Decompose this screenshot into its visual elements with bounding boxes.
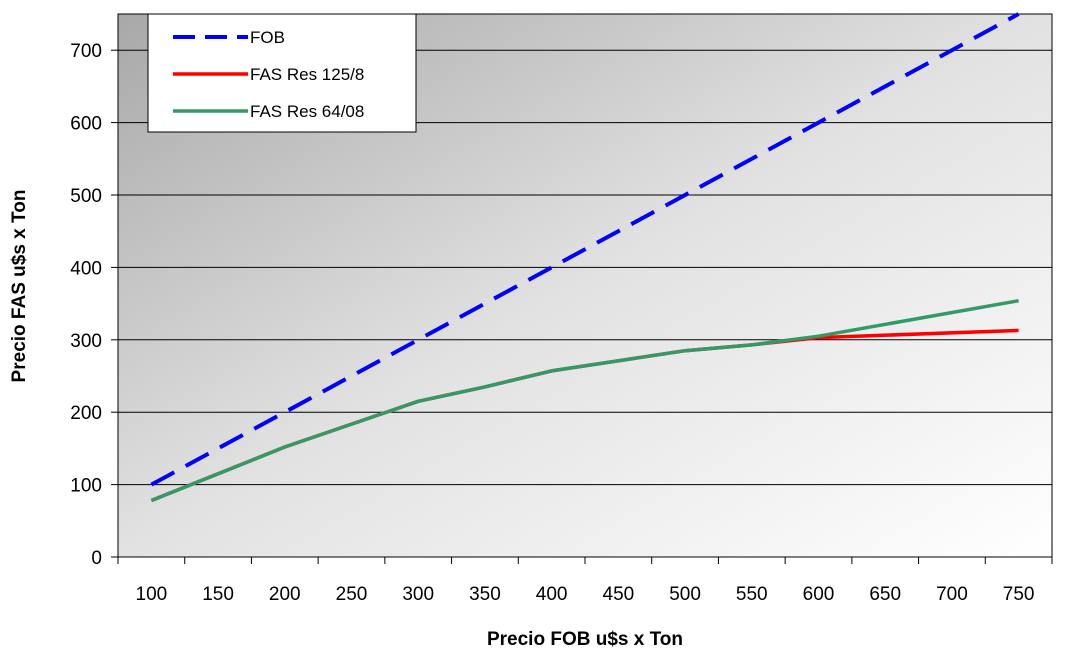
x-axis-title: Precio FOB u$s x Ton <box>487 629 683 650</box>
x-tick-label: 300 <box>402 584 434 605</box>
y-tick-label: 200 <box>70 403 102 424</box>
x-tick-label: 500 <box>669 584 701 605</box>
x-tick-label: 750 <box>1003 584 1035 605</box>
x-tick-label: 400 <box>536 584 568 605</box>
y-tick-label: 500 <box>70 186 102 207</box>
x-tick-label: 700 <box>936 584 968 605</box>
x-tick-label: 350 <box>469 584 501 605</box>
y-tick-label: 100 <box>70 476 102 497</box>
series-line-fob <box>150 12 1020 487</box>
x-tick-label: 200 <box>269 584 301 605</box>
legend: FOB FAS Res 125/8 FAS Res 64/08 <box>147 13 417 133</box>
x-tick-label: 100 <box>136 584 168 605</box>
legend-label: FOB <box>250 28 285 47</box>
x-tick-label: 150 <box>202 584 234 605</box>
x-tick-label: 600 <box>803 584 835 605</box>
x-tick-label: 650 <box>869 584 901 605</box>
legend-label: FAS Res 125/8 <box>250 65 364 84</box>
gridlines <box>118 49 1052 486</box>
series-lines <box>150 12 1020 503</box>
x-tick-label: 450 <box>603 584 635 605</box>
series-line-fas-res-64-08 <box>150 298 1019 503</box>
y-tick-label: 700 <box>70 41 102 62</box>
x-tick-label: 250 <box>336 584 368 605</box>
axes: 0 100 200 300 400 500 600 700 100 150 200 250 300 350… <box>70 41 1053 605</box>
y-axis-title: Precio FAS u$s x Ton <box>9 190 30 383</box>
y-tick-label: 400 <box>70 258 102 279</box>
y-tick-label: 0 <box>91 548 102 569</box>
y-tick-label: 600 <box>70 114 102 135</box>
y-tick-label: 300 <box>70 331 102 352</box>
legend-label: FAS Res 64/08 <box>250 102 364 121</box>
x-tick-label: 550 <box>736 584 768 605</box>
